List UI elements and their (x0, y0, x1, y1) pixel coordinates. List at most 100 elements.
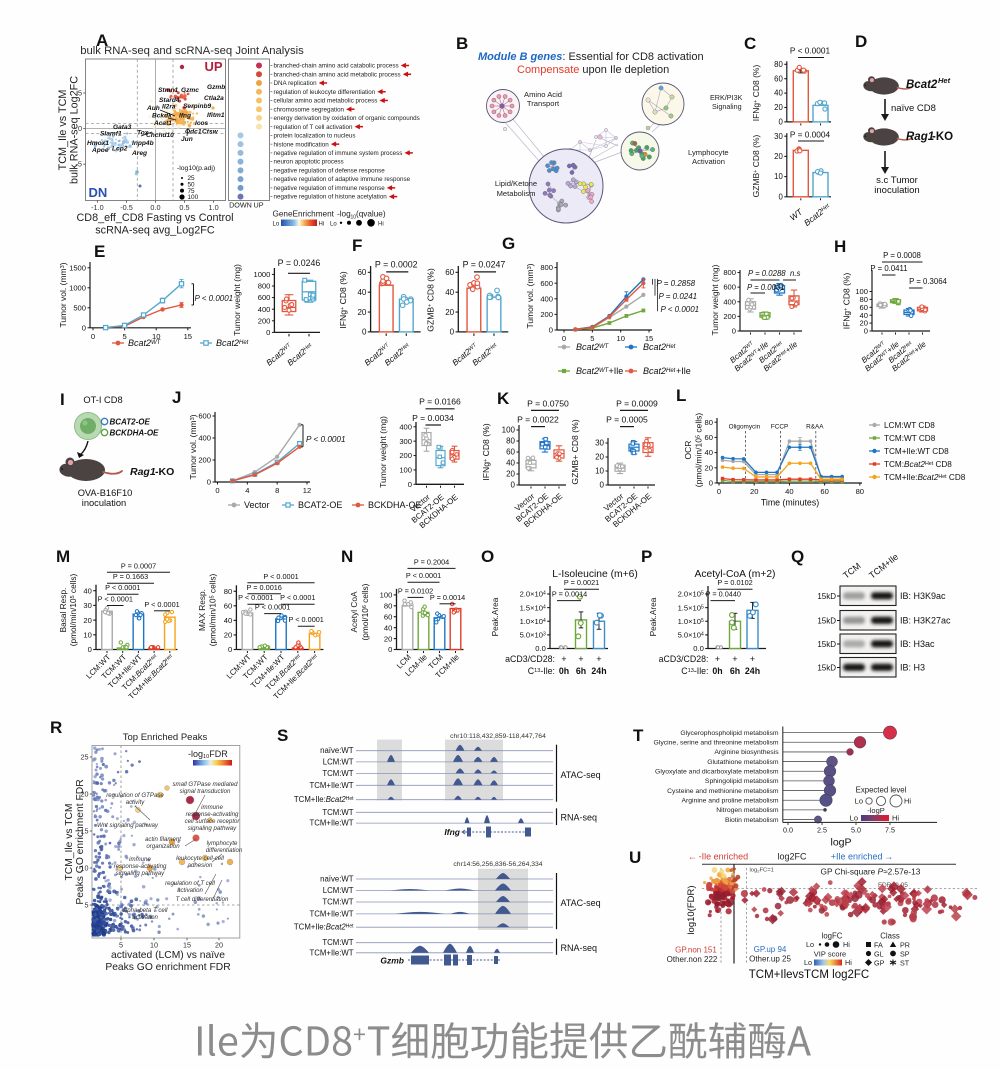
svg-text:Lo: Lo (804, 958, 812, 967)
svg-text:0: 0 (709, 479, 713, 488)
svg-text:IFNg+ CD8 (%): IFNg+ CD8 (%) (842, 273, 852, 330)
svg-text:6h: 6h (576, 666, 586, 676)
svg-text:IFNg+ CD8 (%): IFNg+ CD8 (%) (338, 271, 348, 328)
svg-text:P = 0.0241: P = 0.0241 (659, 292, 698, 301)
svg-text:signaling pathway: signaling pathway (116, 870, 165, 877)
svg-text:5.0: 5.0 (851, 826, 861, 835)
svg-text:Bcat2WT: Bcat2WT (576, 342, 610, 352)
svg-text:TCM_Ile vs TCM: TCM_Ile vs TCM (57, 90, 69, 171)
svg-text:25: 25 (188, 175, 196, 182)
svg-text:Other.up 25: Other.up 25 (749, 955, 791, 964)
svg-text:80: 80 (506, 437, 515, 446)
svg-text:400: 400 (399, 422, 412, 431)
svg-text:Rag1: Rag1 (130, 466, 156, 478)
svg-text:0: 0 (864, 327, 868, 336)
svg-text:(qvalue): (qvalue) (356, 210, 386, 219)
svg-text:200: 200 (540, 310, 553, 319)
svg-text:L: L (676, 386, 686, 405)
svg-text:TCM:WT: TCM:WT (322, 898, 353, 907)
svg-text:immune: immune (129, 856, 151, 863)
svg-text:TCM_Ile vs TCM: TCM_Ile vs TCM (64, 803, 75, 880)
svg-text:-logP: -logP (867, 806, 885, 815)
svg-text:activity: activity (126, 799, 146, 806)
svg-text:60: 60 (705, 433, 713, 442)
svg-text:(pmol/min/105 cells): (pmol/min/105 cells) (68, 573, 78, 646)
svg-text:L-Isoleucine (m+6): L-Isoleucine (m+6) (552, 569, 638, 580)
svg-text:leukocyte cell-cell: leukocyte cell-cell (176, 855, 224, 862)
svg-text:Sphingolipid metabolism: Sphingolipid metabolism (705, 778, 779, 785)
svg-text:U: U (629, 848, 641, 867)
svg-text:1000: 1000 (253, 270, 270, 279)
svg-text:200: 200 (258, 316, 271, 325)
svg-text:40: 40 (506, 459, 515, 468)
svg-text:CD8_eff_CD8 Fasting vs Control: CD8_eff_CD8 Fasting vs Control (76, 212, 233, 224)
svg-text:Basal Resp.: Basal Resp. (58, 588, 68, 633)
svg-text:10: 10 (351, 215, 357, 221)
svg-text:40: 40 (384, 623, 392, 632)
svg-text:inoculation: inoculation (82, 498, 126, 508)
svg-text:P = 0.0247: P = 0.0247 (463, 260, 506, 270)
svg-text:Tox: Tox (137, 130, 149, 137)
svg-text:Time (minutes): Time (minutes) (761, 498, 819, 508)
svg-text:chr10:118,432,859-118,447,764: chr10:118,432,859-118,447,764 (450, 733, 546, 740)
svg-text:0: 0 (82, 323, 86, 332)
svg-text:+Ile enriched →: +Ile enriched → (831, 852, 894, 862)
svg-text:BCAT2-OE: BCAT2-OE (298, 500, 342, 510)
svg-text:25: 25 (81, 753, 89, 762)
svg-text:Gzmc: Gzmc (181, 87, 199, 94)
svg-text:800: 800 (723, 268, 736, 277)
svg-text:10: 10 (150, 941, 158, 950)
svg-text:UP: UP (254, 201, 264, 210)
svg-text:Het: Het (820, 203, 831, 213)
svg-text:80: 80 (856, 487, 864, 496)
svg-text:adhesion: adhesion (188, 862, 213, 869)
svg-text:E: E (94, 242, 105, 261)
svg-text:TCM+Ile:WT CD8: TCM+Ile:WT CD8 (884, 447, 949, 456)
svg-text:ST: ST (900, 959, 910, 968)
svg-text:H: H (834, 237, 846, 256)
svg-text:P = 0.0009: P = 0.0009 (616, 399, 658, 409)
svg-text:P < 0.0001: P < 0.0001 (306, 435, 346, 444)
svg-text:Other.non 222: Other.non 222 (667, 955, 718, 964)
svg-text:+: + (561, 654, 566, 664)
svg-text:100: 100 (855, 287, 868, 296)
svg-text:0: 0 (88, 645, 92, 654)
svg-text:logFC: logFC (822, 932, 843, 941)
svg-text:200: 200 (399, 451, 412, 460)
svg-text:Bcat2: Bcat2 (906, 79, 938, 91)
svg-text:O: O (481, 547, 494, 566)
svg-text:chr14:56,256,836-56,264,334: chr14:56,256,836-56,264,334 (453, 861, 542, 868)
svg-text:Tumor vol. (mm3): Tumor vol. (mm3) (188, 414, 198, 479)
svg-text:Acetyl-CoA (m+2): Acetyl-CoA (m+2) (695, 569, 776, 580)
svg-text:2.5: 2.5 (817, 826, 827, 835)
svg-text:Amino Acid: Amino Acid (524, 90, 562, 99)
svg-text:0h: 0h (712, 666, 722, 676)
svg-text:LCM:WT: LCM:WT (323, 757, 354, 766)
svg-text:activation: activation (177, 887, 203, 894)
svg-text:50: 50 (188, 181, 196, 188)
svg-text:20: 20 (357, 308, 366, 317)
svg-text:Top Enriched Peaks: Top Enriched Peaks (123, 732, 208, 743)
svg-text:P = 0.0034: P = 0.0034 (412, 413, 454, 423)
svg-text:40: 40 (705, 448, 713, 457)
svg-text:Areg: Areg (131, 150, 147, 157)
svg-text:80: 80 (860, 295, 868, 304)
svg-text:histone modification: histone modification (274, 141, 330, 148)
svg-text:15kD: 15kD (817, 592, 836, 601)
svg-text:Hi: Hi (378, 222, 384, 228)
svg-text:IFNg+ CD8 (%): IFNg+ CD8 (%) (481, 423, 491, 480)
svg-text:40: 40 (785, 487, 793, 496)
svg-text:negative regulation of histone: negative regulation of histone acetylati… (274, 194, 388, 201)
svg-text:75: 75 (188, 188, 196, 195)
svg-text:5: 5 (78, 89, 82, 98)
svg-text:BCKDHA-OE: BCKDHA-OE (110, 429, 160, 438)
svg-text:LCM:WT CD8: LCM:WT CD8 (884, 421, 935, 430)
svg-text:P = 0.3064: P = 0.3064 (909, 277, 947, 286)
svg-text:GP.non 151: GP.non 151 (675, 946, 717, 955)
svg-text:RNA-seq: RNA-seq (561, 813, 598, 823)
svg-text:GL: GL (874, 950, 884, 959)
svg-text:response-activating: response-activating (186, 811, 239, 818)
svg-text:Inpp4b: Inpp4b (132, 140, 154, 147)
svg-text:Class: Class (880, 932, 900, 941)
svg-text:P < 0.0001: P < 0.0001 (144, 600, 179, 609)
